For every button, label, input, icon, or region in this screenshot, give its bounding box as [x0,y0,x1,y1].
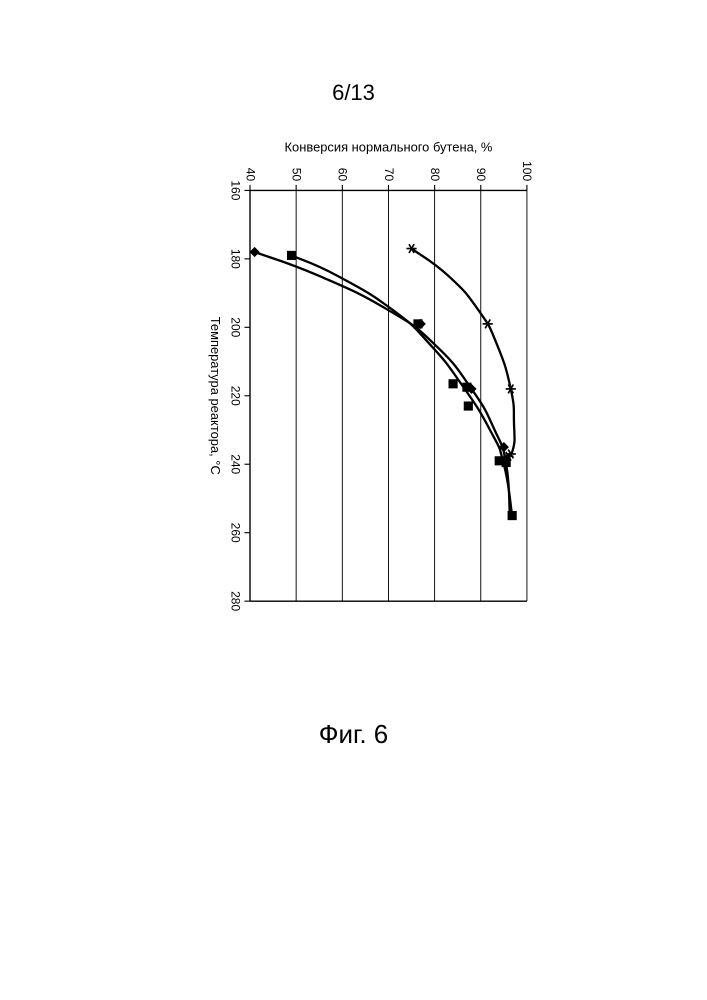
svg-text:260: 260 [229,523,243,543]
svg-text:Температура реактора, °C: Температура реактора, °C [208,317,223,475]
svg-text:80: 80 [428,168,442,182]
svg-text:100: 100 [520,161,534,181]
svg-text:40: 40 [243,168,257,182]
figure-caption: Фиг. 6 [0,719,707,750]
svg-text:50: 50 [289,168,303,182]
chart-container: 160 180 200 220 240 260 280 40 50 60 70 80 90 100 Темп… [130,130,610,620]
svg-text:160: 160 [229,180,243,200]
chart-svg: 160 180 200 220 240 260 280 40 50 60 70 80 90 100 Темп… [125,135,615,615]
svg-text:240: 240 [229,454,243,474]
svg-text:280: 280 [229,591,243,611]
svg-text:90: 90 [474,168,488,182]
svg-text:200: 200 [229,317,243,337]
svg-text:220: 220 [229,386,243,406]
page-number: 6/13 [0,80,707,106]
svg-text:60: 60 [336,168,350,182]
svg-text:180: 180 [229,249,243,269]
svg-text:70: 70 [382,168,396,182]
svg-text:Конверсия нормального бутена,: Конверсия нормального бутена, % [285,140,493,155]
